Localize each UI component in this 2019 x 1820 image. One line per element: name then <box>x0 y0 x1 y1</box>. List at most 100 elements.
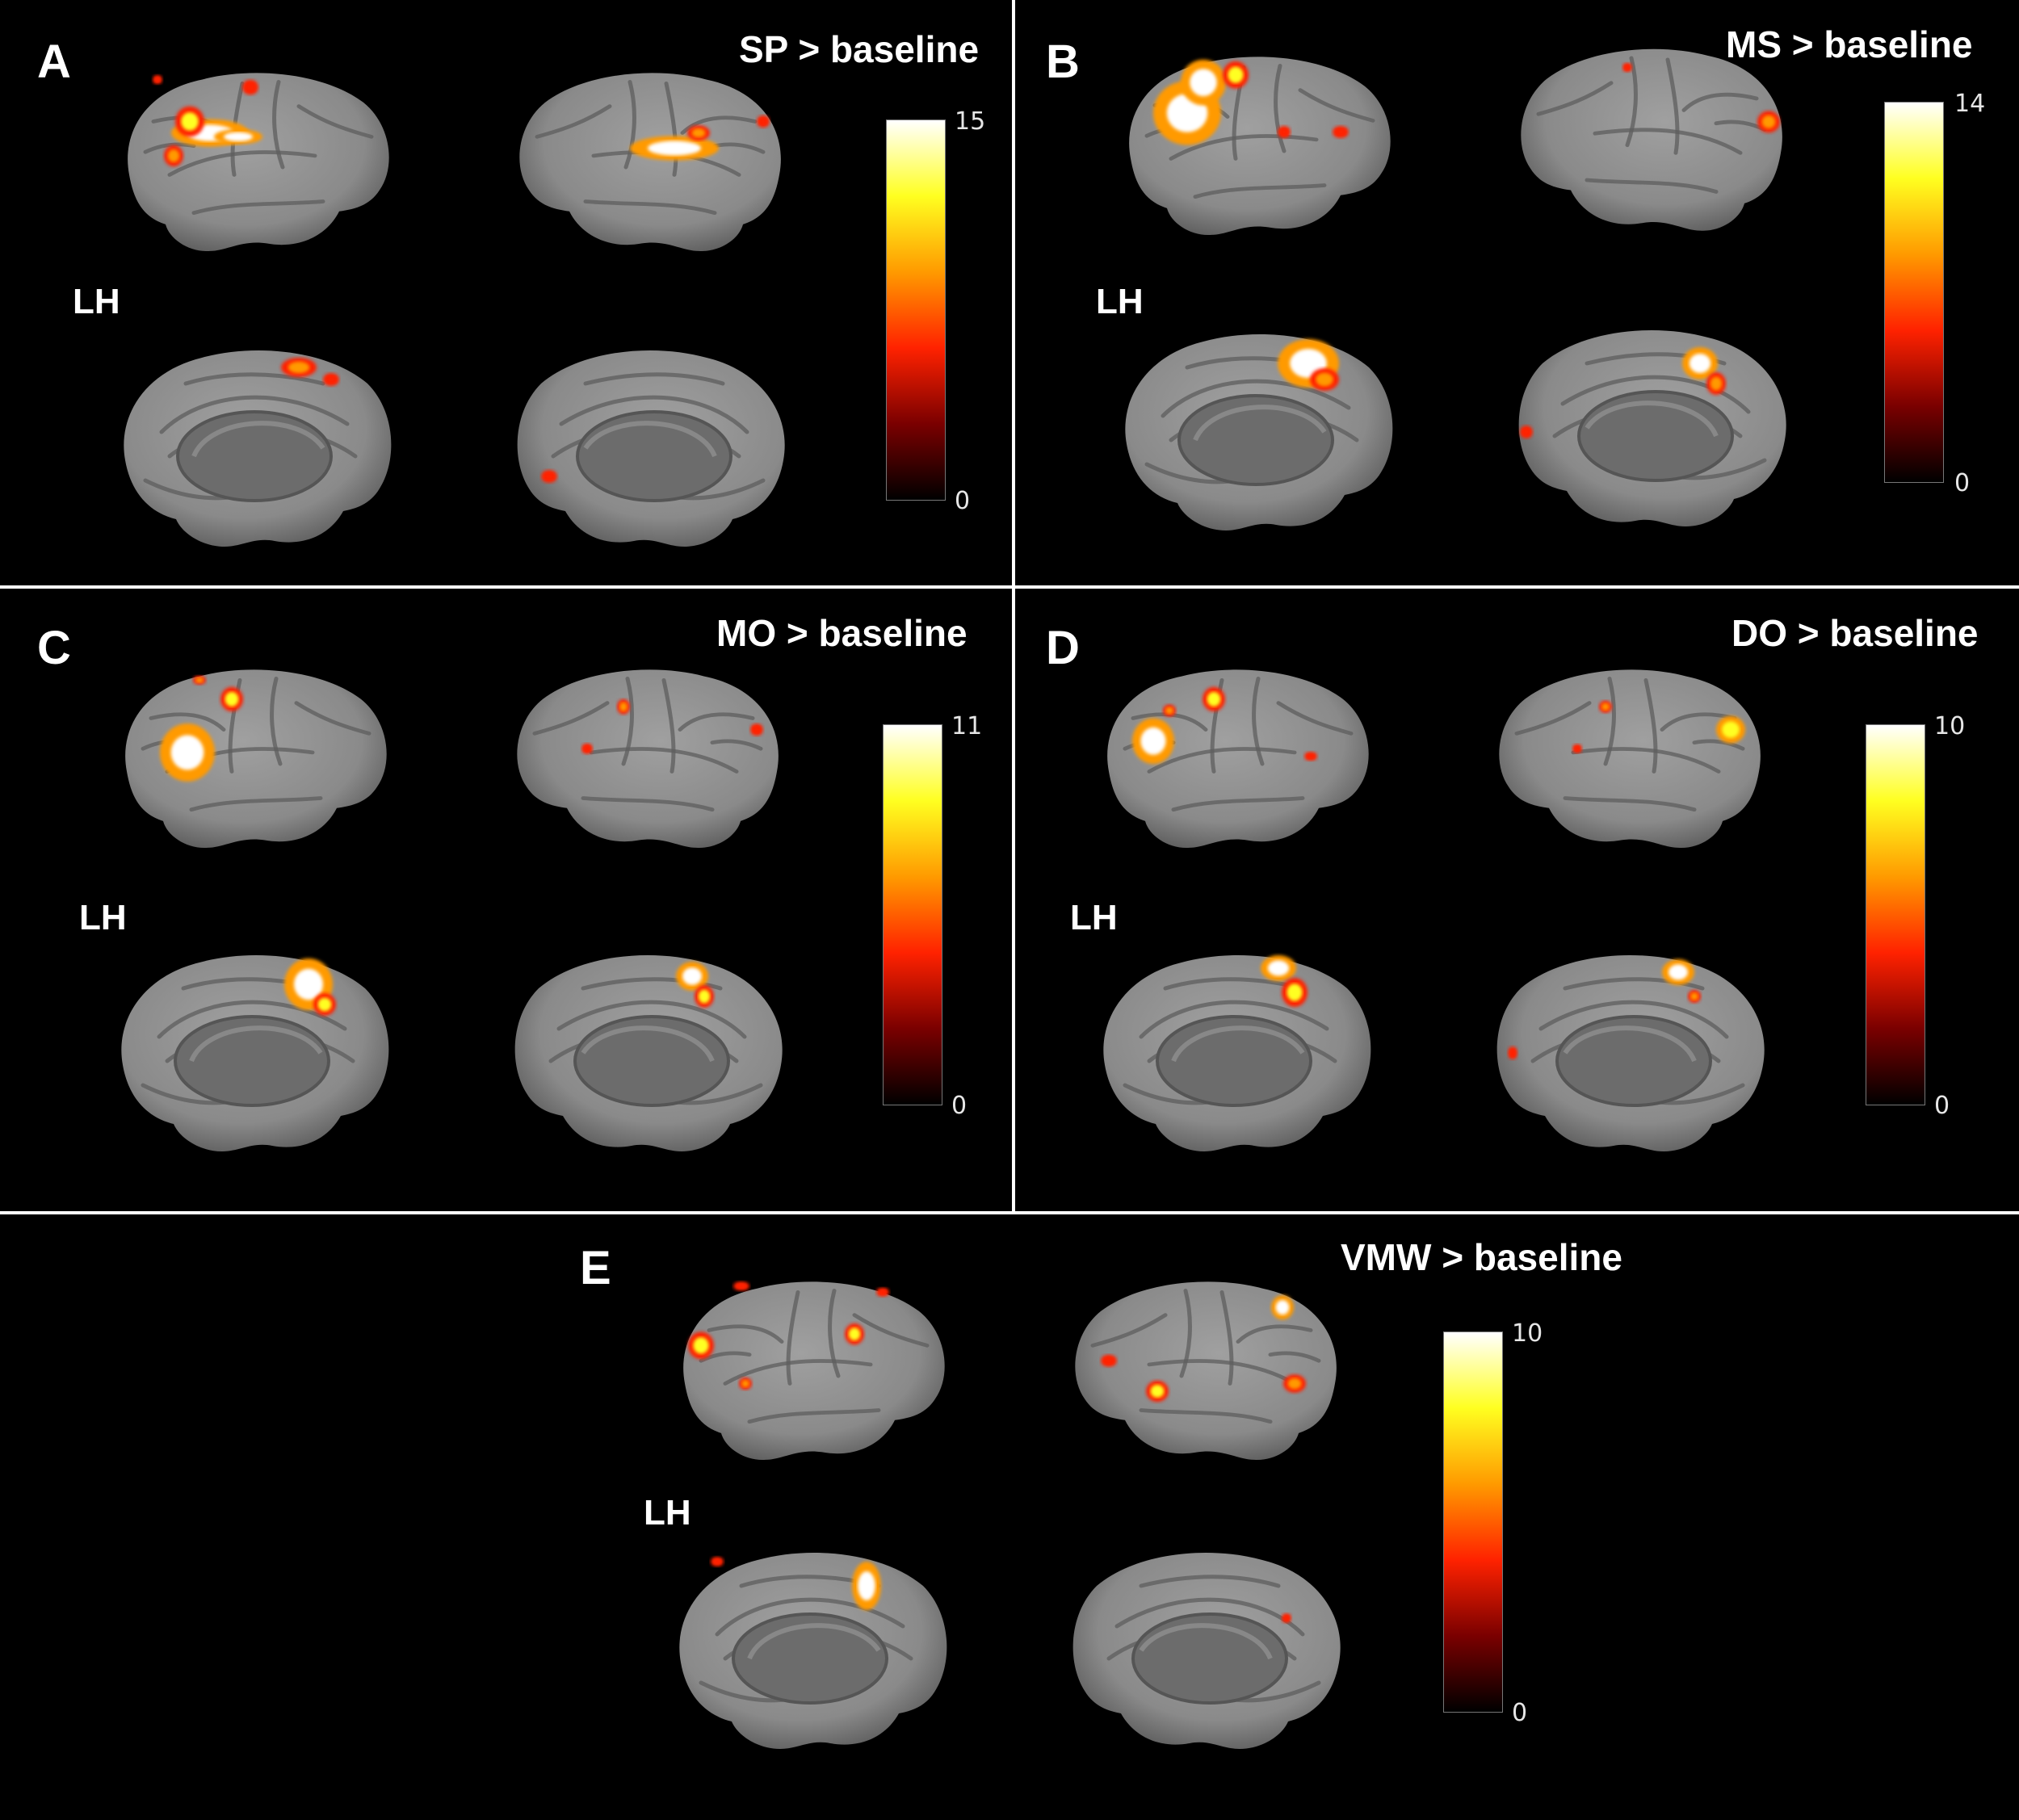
sulcus <box>143 142 196 154</box>
brain-left-medial <box>111 940 397 1154</box>
activation-peak <box>224 132 253 141</box>
sulcus <box>1147 1359 1297 1386</box>
brain-lateral-surface <box>683 1281 945 1461</box>
brain-medial-surface <box>121 954 389 1151</box>
sulcus <box>535 104 612 139</box>
brain-lateral-surface <box>1499 669 1761 849</box>
activation-peak <box>154 77 161 82</box>
sulcus <box>1147 747 1297 774</box>
brain-lateral-surface <box>519 73 781 252</box>
brain-right-medial <box>1064 1537 1351 1751</box>
activation-peak <box>1689 354 1711 373</box>
brain-left-lateral <box>111 657 397 859</box>
sulcus <box>715 1597 905 1637</box>
sulcus <box>1593 128 1743 155</box>
colorbar <box>1866 724 1925 1105</box>
activation-peak <box>1267 960 1290 976</box>
activation-peak <box>759 117 767 125</box>
sulcus <box>1131 712 1208 732</box>
brain-lateral-surface <box>1107 669 1369 849</box>
sulcus <box>559 395 749 434</box>
sulcus <box>1274 64 1287 153</box>
corpus-callosum <box>1171 1025 1305 1063</box>
activation-peak <box>583 745 591 753</box>
sulcus <box>852 1313 930 1348</box>
panel-letter: C <box>37 622 71 674</box>
sulcus <box>1219 1290 1234 1386</box>
sulcus <box>1139 1575 1281 1588</box>
activation-peak <box>879 1289 887 1295</box>
sulcus <box>623 80 636 170</box>
activation-peak <box>1280 128 1288 136</box>
activation-peak <box>619 702 628 711</box>
panel-title: DO > baseline <box>1731 612 1979 654</box>
activation-peak <box>1336 128 1345 136</box>
sulcus <box>1161 379 1351 418</box>
activation-peak <box>167 149 180 162</box>
colorbar <box>1884 102 1944 483</box>
sulcus <box>712 142 766 154</box>
brain-medial-surface <box>514 954 783 1151</box>
activation-peak <box>225 691 239 707</box>
colorbar-min-label: 0 <box>955 487 971 515</box>
sulcus <box>1571 747 1721 774</box>
brain-medial-surface <box>1125 333 1393 530</box>
activation-peak <box>858 1571 875 1600</box>
corpus-callosum <box>1193 405 1327 442</box>
sulcus <box>680 115 758 135</box>
sulcus <box>1252 677 1265 766</box>
sulcus <box>1171 796 1305 812</box>
activation-peak <box>1624 65 1631 70</box>
sulcus <box>710 739 763 751</box>
sulcus <box>532 701 610 736</box>
brain-right-lateral <box>509 61 795 262</box>
brain-right-lateral <box>506 657 793 859</box>
sulcus <box>1560 375 1751 414</box>
panel-letter: D <box>1046 622 1080 674</box>
activation-peak <box>181 112 199 131</box>
brain-right-medial <box>506 940 793 1154</box>
sulcus <box>1603 677 1616 766</box>
activation-peak <box>326 375 336 384</box>
colorbar <box>883 724 942 1105</box>
sulcus <box>1139 1000 1329 1039</box>
activation-peak <box>753 726 761 734</box>
sulcus <box>167 150 317 177</box>
panel-title: MS > baseline <box>1726 23 1973 65</box>
sulcus <box>1538 1000 1729 1039</box>
panel-title: VMW > baseline <box>1341 1236 1622 1278</box>
brain-right-medial <box>1488 940 1775 1154</box>
activation-peak <box>1287 983 1303 1001</box>
brain-left-lateral <box>669 1269 955 1471</box>
activation-peak <box>848 1327 861 1341</box>
brain-right-medial <box>509 335 795 549</box>
hemisphere-label: LH <box>73 282 120 321</box>
activation-peak <box>1574 745 1580 752</box>
sulcus <box>583 199 717 216</box>
panel-a: A SP > baseline LH 15 0 <box>0 0 1012 585</box>
colorbar-max-label: 11 <box>951 712 983 740</box>
divider-horizontal-bottom <box>0 1211 2019 1214</box>
sulcus <box>1090 1313 1168 1348</box>
panel-letter: E <box>580 1242 611 1294</box>
sulcus <box>1514 701 1592 736</box>
sulcus <box>1298 88 1375 123</box>
brain-left-lateral <box>1114 44 1401 246</box>
brain-right-lateral <box>1510 36 1797 242</box>
corpus-callosum <box>1585 400 1719 438</box>
panel-letter: A <box>37 36 71 88</box>
divider-vertical <box>1012 0 1015 1211</box>
brain-medial-surface <box>517 350 785 547</box>
colorbar-min-label: 0 <box>1954 469 1971 497</box>
sulcus <box>1268 1351 1321 1363</box>
sulcus <box>1236 1324 1313 1344</box>
cortex-surface <box>1499 669 1761 849</box>
sulcus <box>149 712 226 732</box>
divider-horizontal-top <box>0 585 2019 589</box>
colorbar-min-label: 0 <box>1512 1699 1528 1727</box>
sulcus <box>1643 677 1658 774</box>
panel-e: E VMW > baseline LH 10 0 <box>0 1214 2019 1820</box>
activation-peak <box>1601 702 1610 711</box>
brain-medial-surface <box>679 1552 947 1749</box>
